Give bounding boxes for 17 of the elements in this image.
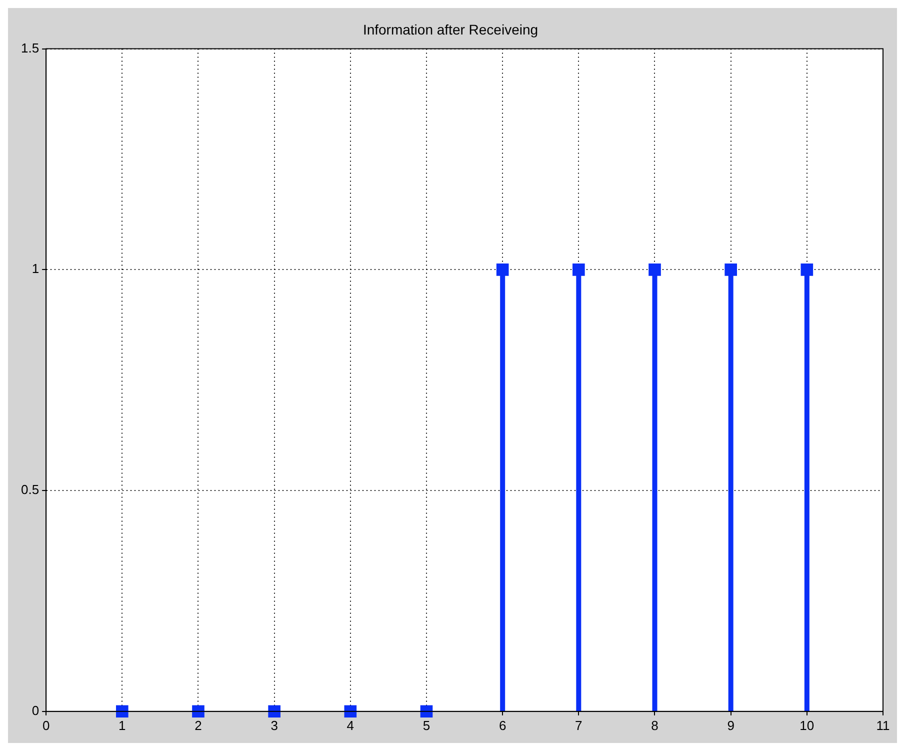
x-tick-label: 10 xyxy=(800,718,814,733)
x-tick-label: 1 xyxy=(118,718,126,733)
x-tick-label: 8 xyxy=(651,718,658,733)
y-tick-label: 1.5 xyxy=(20,40,40,56)
y-tick-label: 0.5 xyxy=(20,482,40,498)
x-tick-label: 11 xyxy=(876,718,890,733)
x-tick-label: 3 xyxy=(270,718,278,733)
y-tick-label: 0 xyxy=(32,702,40,718)
x-tick-label: 7 xyxy=(575,718,582,733)
y-tick-label: 1 xyxy=(32,261,40,276)
x-tick-label: 6 xyxy=(498,718,506,733)
x-tick-label: 9 xyxy=(727,718,734,733)
x-tick-label: 5 xyxy=(422,718,430,733)
chart-title: Information after Receiveing xyxy=(362,21,538,38)
x-tick-label: 2 xyxy=(194,718,202,733)
x-tick-label: 4 xyxy=(346,718,354,733)
x-tick-label: 0 xyxy=(42,718,50,733)
